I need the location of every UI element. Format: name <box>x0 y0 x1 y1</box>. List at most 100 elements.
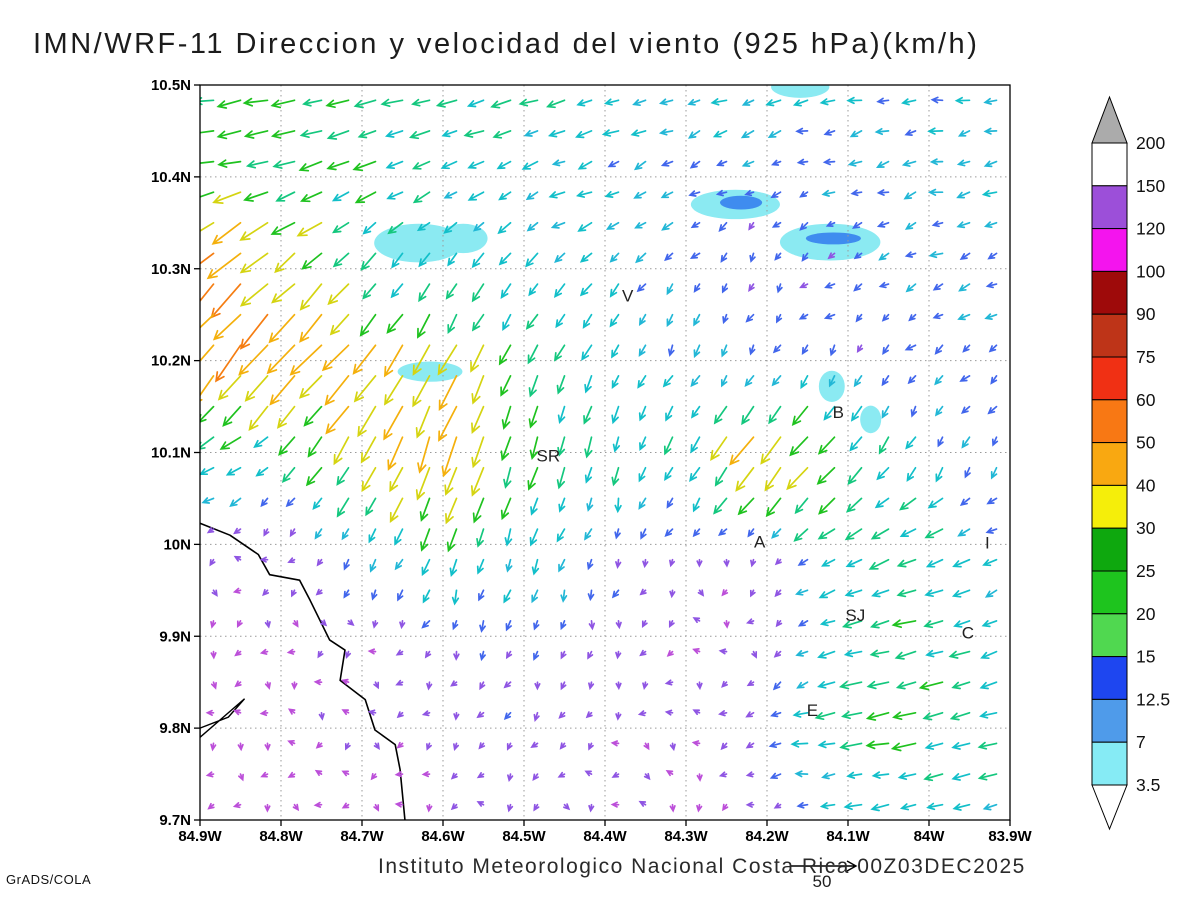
wind-arrow <box>610 740 620 747</box>
colorbar-box <box>1091 527 1128 572</box>
wind-arrow <box>584 466 593 484</box>
wind-arrow <box>584 770 593 777</box>
grid-lines <box>200 85 1010 820</box>
wind-arrow <box>951 681 971 690</box>
wind-arrow <box>688 190 701 197</box>
wind-arrow <box>801 252 809 262</box>
footer-institute: Instituto Meteorologico Nacional Costa R… <box>378 855 1026 878</box>
city-label: C <box>962 624 974 643</box>
wind-arrow <box>200 466 215 476</box>
colorbar-box <box>1091 442 1128 486</box>
wind-arrow <box>721 344 728 358</box>
y-tick-label: 10.5N <box>151 77 191 94</box>
wind-arrow <box>479 681 486 691</box>
wind-arrow <box>380 98 404 108</box>
wind-arrow <box>453 711 460 721</box>
x-tick-label: 84.8W <box>259 828 303 845</box>
wind-arrow <box>507 803 514 813</box>
wind-arrow <box>844 589 863 597</box>
wind-arrow <box>234 649 242 657</box>
y-tick-label: 10.4N <box>151 169 191 186</box>
wind-arrow <box>274 252 296 274</box>
wind-arrow <box>467 191 485 201</box>
wind-arrow <box>735 466 755 492</box>
wind-arrow <box>476 801 485 807</box>
wind-arrow <box>556 466 566 490</box>
wind-arrow <box>579 283 593 297</box>
wind-arrow <box>609 252 620 263</box>
wind-vectors <box>200 96 999 813</box>
wind-arrow <box>845 558 863 568</box>
wind-arrow <box>476 528 485 548</box>
wind-arrow <box>799 191 809 198</box>
x-tick-label: 84.1W <box>826 828 870 845</box>
wind-arrow <box>710 98 728 106</box>
wind-arrow <box>212 191 242 204</box>
wind-arrow <box>721 680 728 688</box>
wind-arrow <box>278 436 296 456</box>
wind-arrow <box>692 709 701 716</box>
wind-arrow <box>412 191 431 204</box>
wind-arrow <box>397 589 404 602</box>
wind-arrow <box>233 555 242 562</box>
wind-arrow <box>239 283 269 307</box>
wind-arrow <box>352 344 377 375</box>
wind-arrow <box>205 709 215 716</box>
grads-credit: GrADS/COLA <box>6 872 92 887</box>
colorbar-box <box>1091 698 1128 743</box>
wind-arrow <box>313 801 323 808</box>
shade-patch <box>720 195 763 210</box>
wind-arrow <box>500 283 512 300</box>
y-tick-label: 9.8N <box>159 720 191 737</box>
wind-arrow <box>390 283 404 299</box>
wind-arrow <box>634 221 647 229</box>
wind-arrow <box>584 375 593 394</box>
colorbar-box <box>1091 570 1128 615</box>
wind-arrow <box>899 803 917 811</box>
wind-arrow <box>745 313 755 323</box>
wind-arrow <box>881 313 890 322</box>
wind-arrow <box>747 528 755 538</box>
colorbar-box <box>1091 399 1128 444</box>
wind-arrow <box>876 189 890 196</box>
wind-arrow <box>452 620 459 631</box>
wind-arrow <box>768 741 782 749</box>
colorbar-below-arrow <box>1091 784 1128 831</box>
wind-arrow <box>829 344 837 357</box>
wind-arrow <box>692 617 701 624</box>
wind-arrow <box>264 620 271 629</box>
colorbar-label: 20 <box>1136 604 1156 624</box>
wind-arrow <box>422 589 431 604</box>
wind-arrow <box>476 711 485 719</box>
wind-arrow <box>314 528 323 540</box>
wind-arrow <box>954 96 971 105</box>
wind-arrow <box>547 130 566 138</box>
wind-arrow <box>206 527 215 534</box>
wind-arrow <box>958 283 971 292</box>
wind-arrow <box>696 773 703 782</box>
wind-arrow <box>751 650 758 659</box>
wind-arrow <box>822 158 836 166</box>
wind-arrow <box>503 589 512 604</box>
wind-arrow <box>853 252 863 260</box>
wind-arrow <box>847 466 863 486</box>
wind-arrow <box>904 221 917 230</box>
wind-arrow <box>586 558 594 571</box>
wind-arrow <box>211 221 242 245</box>
wind-arrow <box>717 528 728 537</box>
wind-arrow <box>952 558 971 568</box>
wind-arrow <box>463 129 485 138</box>
wind-arrow <box>271 283 296 304</box>
wind-arrow <box>551 159 566 167</box>
wind-arrow <box>360 252 377 271</box>
wind-arrow <box>467 160 485 169</box>
wind-arrow <box>560 589 568 603</box>
wind-arrow <box>200 252 215 265</box>
colorbar-box <box>1091 741 1128 786</box>
wind-arrow <box>819 619 836 627</box>
wind-arrow <box>853 283 863 292</box>
wind-arrow <box>275 191 296 202</box>
wind-arrow <box>718 648 728 655</box>
wind-arrow <box>696 558 703 568</box>
